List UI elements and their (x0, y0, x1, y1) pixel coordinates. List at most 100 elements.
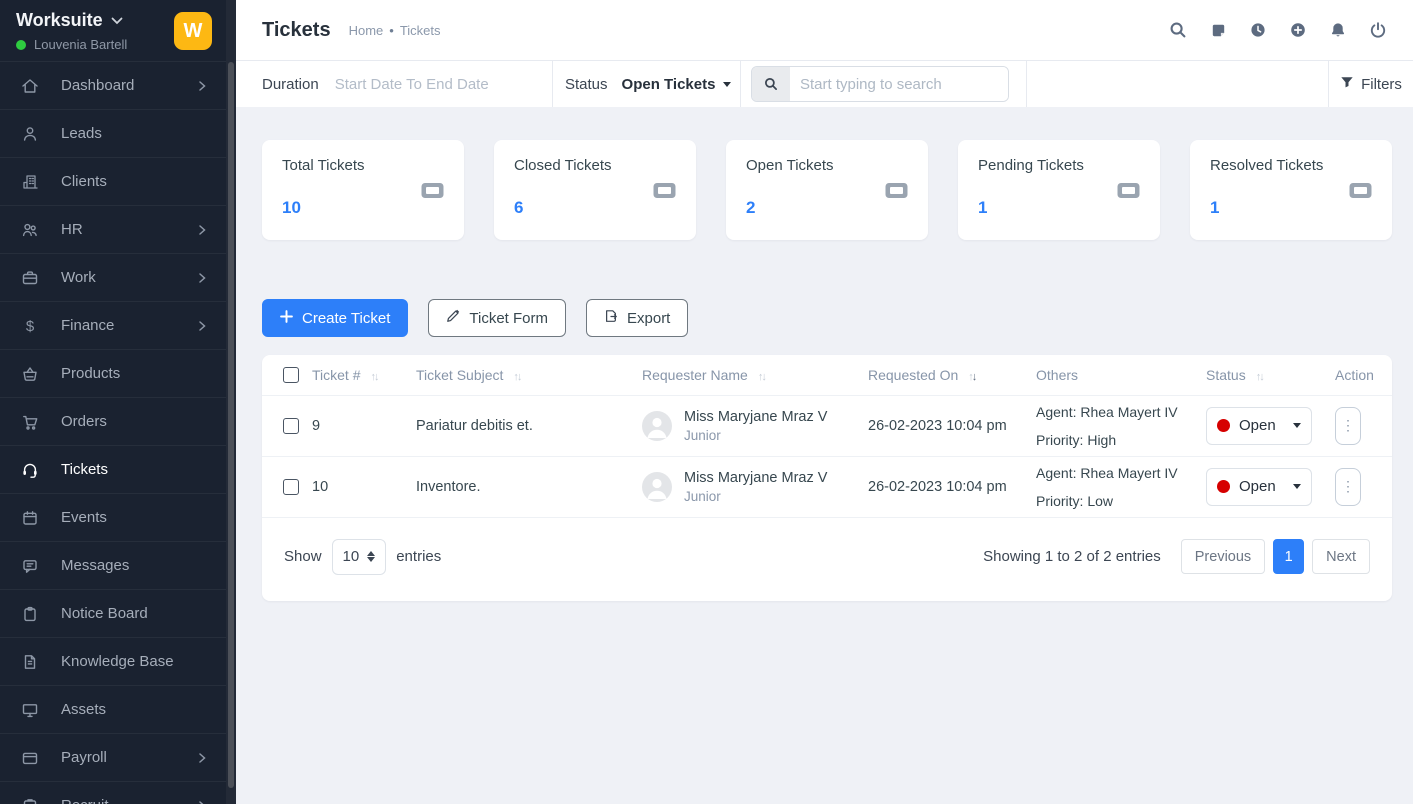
avatar (642, 410, 672, 441)
sidebar-item-payroll[interactable]: Payroll (0, 733, 226, 781)
chevron-right-icon (196, 320, 208, 332)
workspace-switcher[interactable]: Worksuite (16, 10, 127, 31)
ticket-icon (653, 182, 676, 204)
sidebar-item-label: Orders (61, 413, 107, 430)
agent-line: Agent: Rhea Mayert IV (1036, 464, 1178, 481)
user-name: Louvenia Bartell (34, 37, 128, 52)
sidebar-item-dashboard[interactable]: Dashboard (0, 61, 226, 109)
previous-page-button[interactable]: Previous (1180, 539, 1266, 574)
sidebar-scrollbar-thumb[interactable] (228, 62, 234, 788)
select-all-checkbox[interactable] (283, 366, 299, 383)
search-input[interactable] (790, 67, 1008, 101)
sidebar-item-label: Products (61, 365, 121, 382)
sidebar-item-knowledge-base[interactable]: Knowledge Base (0, 637, 226, 685)
filters-label: Filters (1361, 75, 1402, 93)
status-select[interactable]: Open (1206, 467, 1312, 506)
pencil-icon (446, 309, 460, 327)
status-dot-icon (1217, 419, 1230, 432)
create-ticket-button[interactable]: Create Ticket (262, 299, 409, 337)
briefcase-icon (20, 268, 40, 288)
page-title: Tickets (262, 18, 331, 41)
filters-button[interactable]: Filters (1329, 61, 1413, 107)
note-icon[interactable] (1207, 19, 1229, 41)
column-requester-name[interactable]: Requester Name ↑↓ (642, 355, 868, 396)
column-others[interactable]: Others (1036, 355, 1206, 396)
clock-icon[interactable] (1247, 19, 1269, 41)
pager: Previous 1 Next (1180, 539, 1370, 574)
ticket-number-cell: 9 (312, 395, 416, 457)
duration-input[interactable] (334, 75, 535, 93)
status-select[interactable]: Open (1206, 406, 1312, 445)
row-checkbox[interactable] (283, 478, 299, 495)
page-size-group: Show 10 entries (284, 538, 441, 575)
building-icon (20, 172, 40, 192)
people-icon (20, 220, 40, 240)
ticket-subject-cell[interactable]: Pariatur debitis et. (416, 395, 642, 457)
column-status[interactable]: Status ↑↓ (1206, 355, 1335, 396)
priority-line: Priority: Low (1036, 492, 1114, 509)
requester-subtitle: Junior (684, 488, 721, 504)
sidebar-item-label: HR (61, 221, 83, 238)
row-actions-button[interactable]: ⋮ (1335, 406, 1361, 445)
export-label: Export (627, 309, 671, 327)
export-button[interactable]: Export (586, 299, 689, 337)
app-logo[interactable]: W (174, 12, 212, 50)
requester-subtitle: Junior (684, 427, 721, 443)
sidebar-item-finance[interactable]: $ Finance (0, 301, 226, 349)
stat-label: Total Tickets (282, 157, 365, 174)
sidebar-item-messages[interactable]: Messages (0, 541, 226, 589)
ticket-icon (885, 182, 908, 204)
chevron-right-icon (196, 752, 208, 764)
sidebar-item-recruit[interactable]: Recruit (0, 781, 226, 804)
others-cell: Agent: Rhea Mayert IV Priority: High (1036, 395, 1206, 457)
chevron-right-icon (196, 272, 208, 284)
power-icon[interactable] (1367, 19, 1389, 41)
requester-cell: Miss Maryjane Mraz V Junior (642, 409, 868, 443)
updown-icon (367, 551, 376, 562)
sidebar-item-notice-board[interactable]: Notice Board (0, 589, 226, 637)
breadcrumb-home[interactable]: Home (348, 22, 384, 38)
kebab-menu-icon: ⋮ (1341, 478, 1355, 494)
page-size-select[interactable]: 10 (331, 538, 387, 575)
column-ticket-subject[interactable]: Ticket Subject ↑↓ (416, 355, 642, 396)
breadcrumb: Home • Tickets (349, 23, 441, 38)
sidebar-item-orders[interactable]: Orders (0, 397, 226, 445)
sidebar-scrollbar[interactable] (226, 0, 236, 804)
stat-label: Closed Tickets (514, 157, 612, 174)
sort-icon: ↑↓ (513, 370, 522, 383)
sidebar-item-label: Finance (61, 317, 115, 334)
content-area: Total Tickets 10 Closed Tickets 6 Open T… (236, 107, 1413, 804)
column-requested-on[interactable]: Requested On ↑↓ (868, 355, 1036, 396)
row-checkbox[interactable] (283, 417, 299, 434)
sidebar-item-products[interactable]: Products (0, 349, 226, 397)
current-user: Louvenia Bartell (16, 37, 127, 52)
sidebar-item-leads[interactable]: Leads (0, 109, 226, 157)
search-icon[interactable] (1167, 19, 1189, 41)
row-actions-button[interactable]: ⋮ (1335, 467, 1361, 506)
page-1-button[interactable]: 1 (1273, 539, 1305, 574)
column-ticket-number[interactable]: Ticket # ↑↓ (312, 355, 416, 396)
tickets-table: Ticket # ↑↓ Ticket Subject ↑↓ Requester Na… (262, 355, 1392, 518)
plus-circle-icon[interactable] (1287, 19, 1309, 41)
requested-on-cell: 26-02-2023 10:04 pm (868, 456, 1036, 518)
sidebar-item-assets[interactable]: Assets (0, 685, 226, 733)
tickets-table-card: Ticket # ↑↓ Ticket Subject ↑↓ Requester Na… (262, 355, 1392, 601)
table-footer: Show 10 entries Showing 1 to 2 of 2 entr… (262, 518, 1392, 601)
stat-card-closed-tickets: Closed Tickets 6 (494, 140, 696, 240)
sidebar-item-work[interactable]: Work (0, 253, 226, 301)
ticket-subject-cell[interactable]: Inventore. (416, 456, 642, 518)
chevron-right-icon (196, 80, 208, 92)
basket-icon (20, 364, 40, 384)
sidebar: Worksuite Louvenia Bartell W Dashboard (0, 0, 226, 804)
clipboard-icon (20, 604, 40, 624)
sidebar-item-events[interactable]: Events (0, 493, 226, 541)
others-cell: Agent: Rhea Mayert IV Priority: Low (1036, 456, 1206, 518)
sidebar-item-hr[interactable]: HR (0, 205, 226, 253)
next-page-button[interactable]: Next (1312, 539, 1370, 574)
bell-icon[interactable] (1327, 19, 1349, 41)
status-dropdown[interactable]: Open Tickets (622, 76, 732, 93)
ticket-form-button[interactable]: Ticket Form (428, 299, 566, 337)
sidebar-item-tickets[interactable]: Tickets (0, 445, 226, 493)
sidebar-item-clients[interactable]: Clients (0, 157, 226, 205)
